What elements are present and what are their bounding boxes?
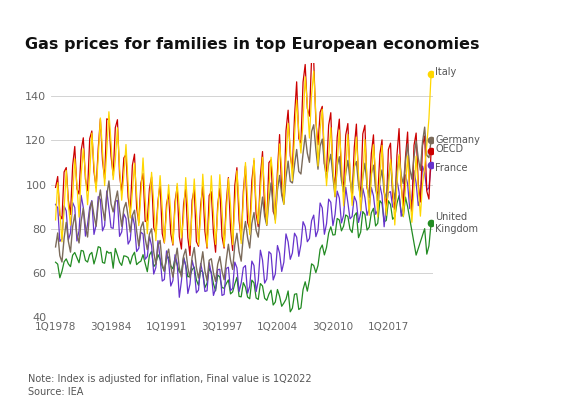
Text: France: France — [435, 163, 468, 173]
Text: United
Kingdom: United Kingdom — [435, 213, 478, 234]
Text: Italy: Italy — [435, 67, 457, 77]
Text: Germany: Germany — [435, 135, 480, 145]
Text: OECD: OECD — [435, 144, 463, 154]
Text: Note: Index is adjusted for inflation, Final value is 1Q2022: Note: Index is adjusted for inflation, F… — [28, 374, 312, 384]
Text: Gas prices for families in top European economies: Gas prices for families in top European … — [25, 38, 479, 53]
Text: Source: IEA: Source: IEA — [28, 387, 84, 396]
